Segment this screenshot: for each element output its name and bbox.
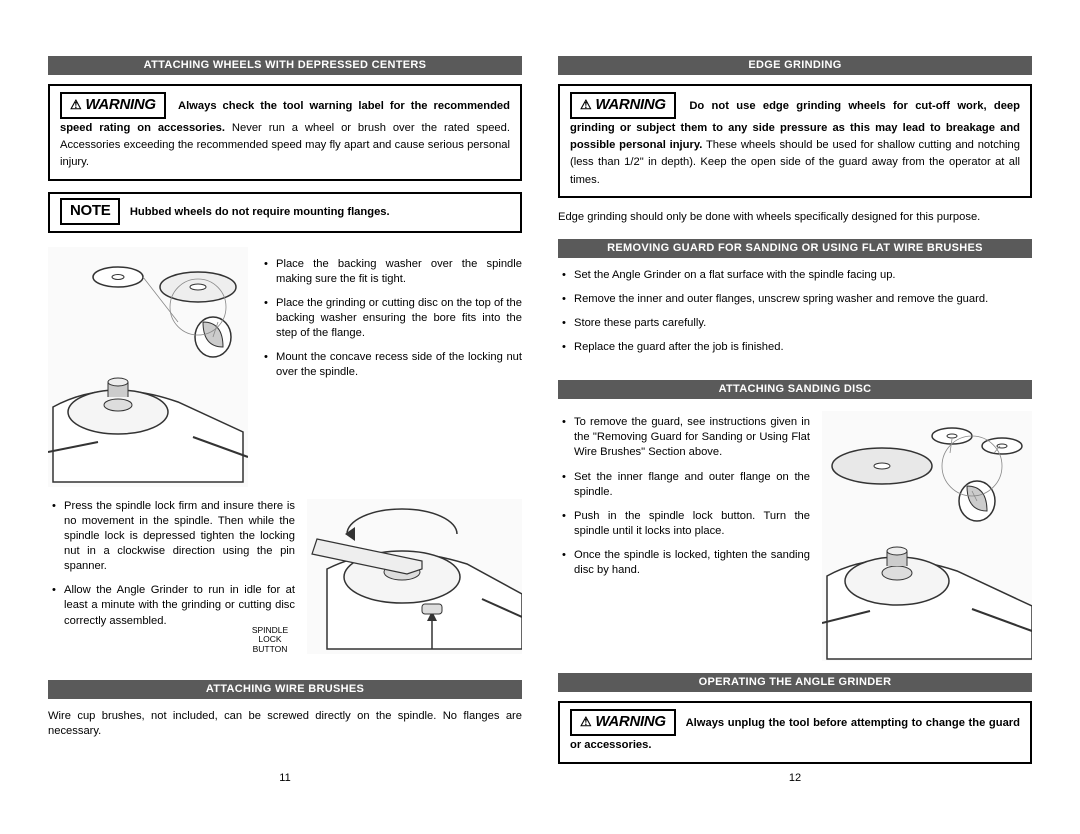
step-item: Once the spindle is locked, tighten the … [574, 548, 810, 578]
warning-callout-operating: ⚠WARNING Always unplug the tool before a… [558, 701, 1032, 763]
warning-badge: ⚠WARNING [570, 92, 676, 119]
section-header-wire-brushes: ATTACHING WIRE BRUSHES [48, 680, 522, 699]
removing-guard-steps: Set the Angle Grinder on a flat surface … [558, 268, 1032, 364]
figure-spindle-lock [307, 499, 522, 654]
section-header-removing-guard: REMOVING GUARD FOR SANDING OR USING FLAT… [558, 239, 1032, 258]
note-badge: NOTE [60, 198, 120, 225]
section-header-edge-grinding: EDGE GRINDING [558, 56, 1032, 75]
section-header-operating: OPERATING THE ANGLE GRINDER [558, 673, 1032, 692]
step-item: Push in the spindle lock button. Turn th… [574, 509, 810, 539]
step-item: Press the spindle lock firm and insure t… [64, 499, 295, 575]
wire-brush-paragraph: Wire cup brushes, not included, can be s… [48, 709, 522, 739]
page-number: 11 [48, 772, 522, 784]
step-item: Allow the Angle Grinder to run in idle f… [64, 583, 295, 628]
step-item: Replace the guard after the job is finis… [574, 340, 1032, 355]
figure-sanding-assembly [822, 411, 1032, 661]
section-header-attaching-wheels: ATTACHING WHEELS WITH DEPRESSED CENTERS [48, 56, 522, 75]
step-item: Place the grinding or cutting disc on th… [276, 296, 522, 341]
sanding-steps: To remove the guard, see instructions gi… [558, 415, 810, 587]
warning-callout-edge: ⚠WARNING Do not use edge grinding wheels… [558, 84, 1032, 198]
warning-badge: ⚠WARNING [60, 92, 166, 119]
step-item: Store these parts carefully. [574, 316, 1032, 331]
page-11: ATTACHING WHEELS WITH DEPRESSED CENTERS … [48, 50, 522, 784]
steps-list-right-of-fig1: Place the backing washer over the spindl… [260, 257, 522, 390]
warning-callout-1: ⚠WARNING Always check the tool warning l… [48, 84, 522, 181]
step-item: Remove the inner and outer flanges, unsc… [574, 292, 1032, 307]
warning-badge: ⚠WARNING [570, 709, 676, 736]
step-item: Set the Angle Grinder on a flat surface … [574, 268, 1032, 283]
step-item: To remove the guard, see instructions gi… [574, 415, 810, 460]
figure-wheel-assembly [48, 247, 248, 487]
note-callout: NOTE Hubbed wheels do not require mounti… [48, 192, 522, 233]
section-header-sanding-disc: ATTACHING SANDING DISC [558, 380, 1032, 399]
edge-grinding-paragraph: Edge grinding should only be done with w… [558, 210, 1032, 225]
step-item: Set the inner flange and outer flange on… [574, 470, 810, 500]
step-item: Place the backing washer over the spindl… [276, 257, 522, 287]
spindle-lock-label: SPINDLE LOCK BUTTON [245, 626, 295, 654]
page-12: EDGE GRINDING ⚠WARNING Do not use edge g… [558, 50, 1032, 784]
steps-list-left-of-fig2: Press the spindle lock firm and insure t… [48, 499, 295, 638]
page-number: 12 [558, 772, 1032, 784]
note-text: Hubbed wheels do not require mounting fl… [130, 205, 390, 217]
step-item: Mount the concave recess side of the loc… [276, 350, 522, 380]
